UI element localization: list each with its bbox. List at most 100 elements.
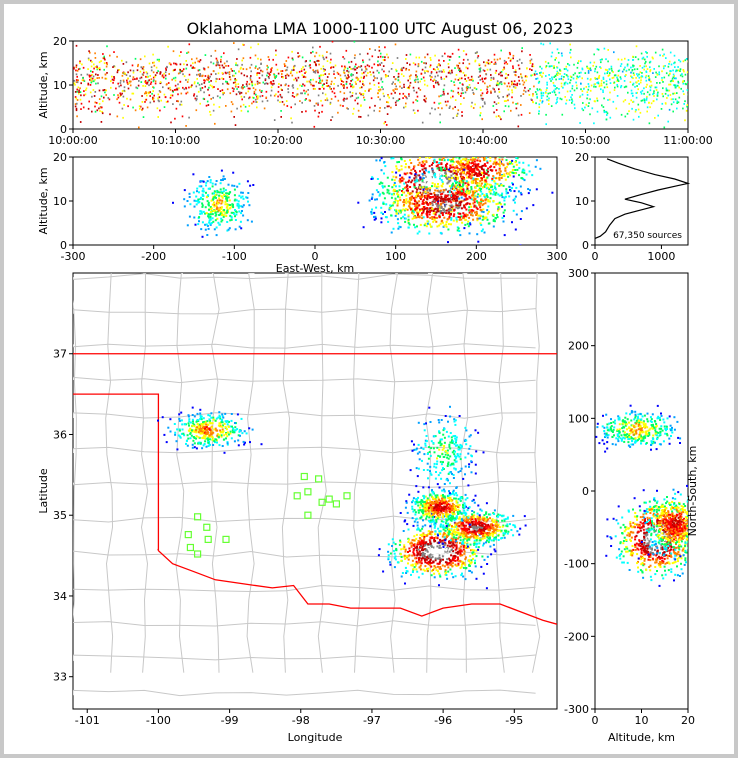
- altitude-time-cell: [515, 71, 517, 73]
- altitude-time-cell: [405, 102, 407, 105]
- east-west-cell: [505, 190, 508, 193]
- altitude-time-cell: [513, 71, 516, 73]
- altitude-time-cell: [159, 81, 162, 83]
- altitude-time-cell: [158, 90, 161, 92]
- east-west-cell: [232, 171, 235, 174]
- east-west-cell: [429, 203, 432, 206]
- east-west-cell: [492, 200, 495, 202]
- altitude-time-cell: [453, 81, 455, 84]
- east-west-cell: [435, 186, 438, 189]
- altitude-time-cell: [157, 97, 159, 100]
- east-west-cell: [447, 223, 450, 226]
- altitude-time-cell: [362, 59, 364, 62]
- east-west-cell: [416, 212, 419, 215]
- altitude-time-cell: [525, 79, 527, 82]
- east-west-cell: [465, 192, 468, 195]
- altitude-time-cell: [149, 75, 151, 77]
- altitude-time-cell: [97, 82, 99, 85]
- east-west-cell: [206, 200, 209, 203]
- altitude-time-cell: [457, 48, 460, 51]
- altitude-time-cell: [265, 82, 268, 85]
- east-west-cell: [195, 200, 198, 203]
- altitude-time-cell: [317, 59, 319, 62]
- east-west-cell: [481, 149, 483, 151]
- east-west-cell: [439, 177, 441, 180]
- east-west-cell: [425, 160, 428, 163]
- east-west-cell: [395, 190, 398, 193]
- altitude-time-cell: [377, 96, 380, 98]
- east-west-cell: [449, 204, 452, 207]
- east-west-cell: [422, 186, 425, 189]
- east-west-cell: [209, 181, 212, 184]
- altitude-time-cell: [636, 74, 639, 77]
- east-west-cell: [456, 176, 459, 179]
- altitude-time-cell: [342, 56, 344, 58]
- east-west-cell: [511, 221, 513, 224]
- map-cell: [169, 418, 172, 421]
- map-cell: [231, 431, 234, 434]
- east-west-cell: [483, 170, 486, 173]
- altitude-time-cell: [650, 102, 653, 105]
- altitude-time-cell: [379, 107, 381, 109]
- altitude-time-cell: [209, 113, 212, 116]
- east-west-cell: [454, 180, 456, 183]
- altitude-time-cell: [259, 89, 261, 92]
- altitude-time-cell: [197, 60, 199, 63]
- east-west-cell: [202, 195, 205, 197]
- map-cell: [204, 427, 207, 430]
- east-west-cell: [467, 220, 470, 223]
- altitude-time-cell: [320, 67, 322, 70]
- map-cell: [204, 437, 207, 440]
- altitude-time-cell: [451, 52, 454, 55]
- altitude-time-cell: [432, 68, 435, 70]
- east-west-cell: [246, 219, 249, 222]
- east-west-cell: [434, 189, 437, 192]
- east-west-cell: [441, 219, 444, 222]
- east-west-cell: [426, 207, 429, 210]
- altitude-time-cell: [347, 74, 349, 77]
- altitude-time-cell: [529, 88, 531, 90]
- east-west-cell: [445, 183, 448, 186]
- altitude-time-cell: [368, 89, 370, 92]
- altitude-time-cell: [443, 70, 445, 73]
- altitude-time-cell: [387, 56, 389, 59]
- east-west-cell: [447, 212, 450, 215]
- east-west-cell: [436, 195, 439, 198]
- east-west-cell: [468, 209, 471, 212]
- east-west-cell: [443, 159, 446, 162]
- altitude-time-cell: [390, 106, 392, 109]
- altitude-time-cell: [511, 81, 514, 84]
- altitude-time-cell: [531, 65, 533, 68]
- east-west-cell: [499, 170, 502, 173]
- altitude-time-cell: [605, 118, 608, 121]
- east-west-cell: [460, 193, 462, 196]
- altitude-time-cell: [263, 107, 266, 110]
- altitude-time-cell: [321, 110, 323, 113]
- altitude-time-cell: [234, 81, 237, 84]
- east-west-cell: [455, 152, 457, 154]
- altitude-time-cell: [268, 77, 270, 80]
- east-west-cell: [449, 213, 452, 216]
- east-west-cell: [380, 217, 383, 220]
- altitude-time-cell: [678, 59, 680, 61]
- altitude-time-cell: [355, 76, 358, 79]
- altitude-time-cell: [102, 89, 104, 92]
- east-west-cell: [497, 208, 500, 211]
- altitude-time-cell: [461, 87, 463, 90]
- altitude-time-cell: [447, 92, 449, 95]
- altitude-time-cell: [340, 79, 342, 81]
- altitude-time-cell: [597, 81, 599, 84]
- map-cell: [179, 435, 182, 438]
- east-west-cell: [394, 214, 397, 217]
- east-west-cell: [212, 197, 215, 200]
- altitude-time-cell: [457, 109, 460, 112]
- east-west-cell: [371, 208, 373, 211]
- altitude-time-cell: [666, 97, 668, 99]
- east-west-cell: [492, 176, 495, 179]
- altitude-time-cell: [354, 65, 356, 68]
- east-west-cell: [458, 212, 461, 215]
- east-west-cell: [455, 165, 458, 168]
- altitude-time-cell: [275, 63, 278, 66]
- east-west-cell: [224, 200, 227, 203]
- east-west-cell: [500, 148, 502, 150]
